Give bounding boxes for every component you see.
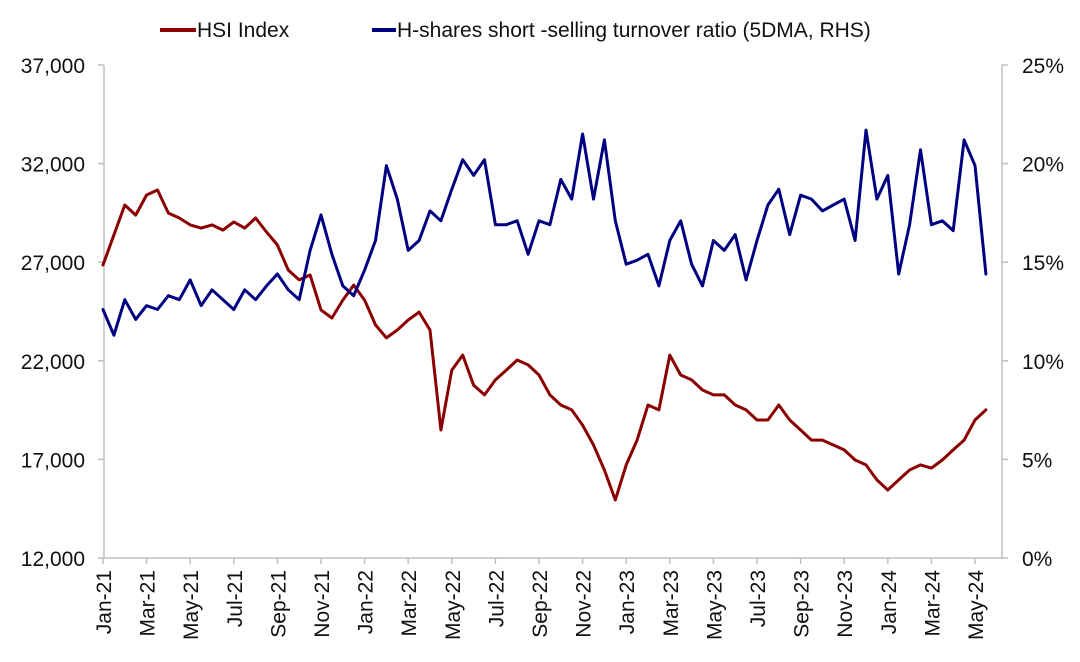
x-tick-label: Jul-22: [485, 570, 508, 627]
left-y-tick-label: 27,000: [21, 252, 85, 275]
legend-item-short-selling: H-shares short -selling turnover ratio (…: [372, 19, 871, 42]
x-tick-label: Nov-21: [311, 570, 334, 638]
right-y-tick-label: 20%: [1022, 154, 1064, 177]
x-tick-label: Jul-21: [224, 570, 247, 627]
x-tick-label: Jan-23: [616, 570, 639, 634]
axes: 12,000 17,000 22,000 27,000 32,000 37,000 0% 5%…: [21, 55, 1064, 640]
x-tick-label: Jan-22: [355, 570, 378, 634]
right-y-tick-label: 0%: [1022, 548, 1052, 571]
series-line-hsi-index: [101, 188, 988, 502]
x-tick-label: Sep-21: [267, 570, 290, 638]
x-tick-label: May-23: [703, 570, 726, 640]
x-tick-label: May-21: [180, 570, 203, 640]
series-layer: [101, 128, 988, 502]
left-y-tick-label: 12,000: [21, 548, 85, 571]
right-y-tick-label: 25%: [1022, 55, 1064, 78]
x-tick-label: Mar-22: [398, 570, 421, 637]
left-y-tick-label: 37,000: [21, 55, 85, 78]
legend-item-hsi: HSI Index: [160, 19, 290, 42]
legend-label-short-selling: H-shares short -selling turnover ratio (…: [397, 19, 871, 42]
x-tick-label: Jul-23: [747, 570, 770, 627]
x-tick-label: Sep-22: [529, 570, 552, 638]
x-tick-label: Mar-21: [137, 570, 160, 637]
x-tick-label: Nov-23: [834, 570, 857, 638]
left-y-tick-label: 17,000: [21, 449, 85, 472]
x-tick-label: Sep-23: [791, 570, 814, 638]
left-y-tick-label: 32,000: [21, 154, 85, 177]
left-y-tick-label: 22,000: [21, 351, 85, 374]
series-line-short-selling-ratio: [101, 128, 988, 337]
x-tick-label: Jan-21: [93, 570, 116, 634]
x-tick-label: Mar-24: [921, 570, 944, 637]
right-y-tick-label: 10%: [1022, 351, 1064, 374]
right-y-tick-label: 5%: [1022, 449, 1052, 472]
legend: HSI Index H-shares short -selling turnov…: [160, 19, 871, 42]
x-tick-label: Nov-22: [573, 570, 596, 638]
x-tick-label: Jan-24: [878, 570, 901, 635]
x-tick-label: May-22: [442, 570, 465, 640]
legend-label-hsi: HSI Index: [197, 19, 290, 42]
x-tick-label: May-24: [965, 570, 988, 640]
right-y-tick-label: 15%: [1022, 252, 1064, 275]
x-tick-label: Mar-23: [660, 570, 683, 637]
